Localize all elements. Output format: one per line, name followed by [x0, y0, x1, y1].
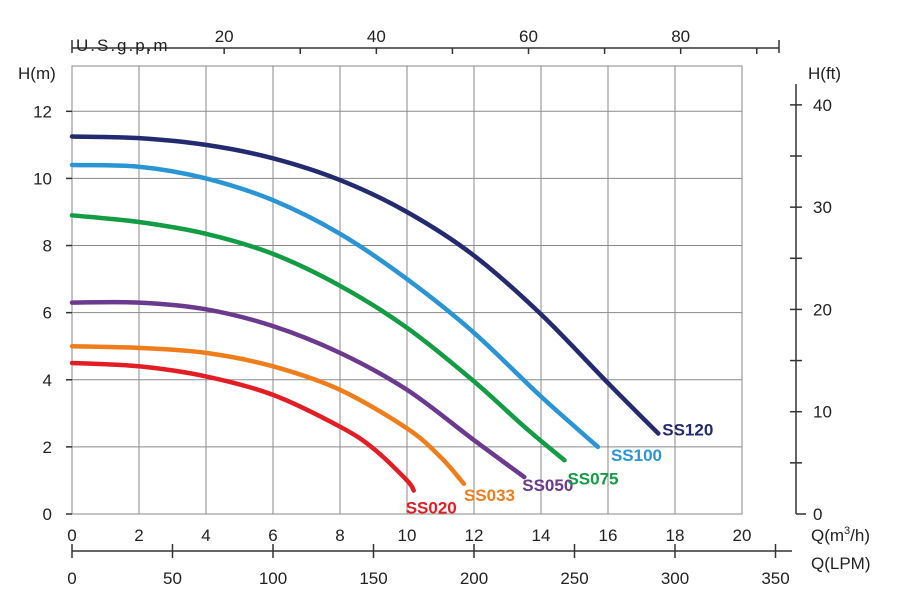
x-tick-label: 8	[335, 526, 344, 545]
y-tick-label: 12	[33, 102, 52, 121]
x-tick-label: 18	[666, 526, 685, 545]
x-tick-label: 12	[465, 526, 484, 545]
lpm-tick-label: 250	[560, 569, 588, 588]
curve-label-ss020: SS020	[406, 499, 457, 518]
lpm-tick-label: 150	[359, 569, 387, 588]
curve-ss075	[69, 213, 567, 463]
curve-label-ss120: SS120	[662, 420, 713, 439]
y-tick-label: 0	[43, 505, 52, 524]
lpm-axis-title: Q(LPM)	[811, 554, 871, 573]
x-tick-label: 16	[599, 526, 618, 545]
gpm-tick-label: 60	[519, 27, 538, 46]
y-tick-label: 10	[33, 169, 52, 188]
y2-axis-title: H(ft)	[808, 64, 841, 83]
gpm-tick-label: 40	[367, 27, 386, 46]
x-axis-title-sup: 3	[844, 525, 850, 537]
curve-label-ss050: SS050	[522, 476, 573, 495]
curve-ss050	[69, 299, 527, 480]
x-tick-label: 4	[201, 526, 210, 545]
x-tick-label: 6	[268, 526, 277, 545]
ft-tick-label: 40	[813, 96, 832, 115]
y-tick-label: 2	[43, 438, 52, 457]
x-axis-title-end: /h)	[850, 526, 870, 545]
y-axis-title: H(m)	[18, 64, 56, 83]
x-tick-label: 0	[67, 526, 76, 545]
lpm-tick-label: 0	[67, 569, 76, 588]
y-tick-label: 8	[43, 237, 52, 256]
lpm-tick-label: 350	[761, 569, 789, 588]
y-tick-label: 6	[43, 304, 52, 323]
x-tick-label: 2	[134, 526, 143, 545]
gpm-tick-label: 20	[215, 27, 234, 46]
curve-ss020	[69, 360, 416, 493]
x-tick-label: 14	[532, 526, 551, 545]
ft-tick-label: 30	[813, 198, 832, 217]
curve-ss120	[69, 134, 661, 436]
x-tick-label: 20	[733, 526, 752, 545]
ft-tick-label: 0	[813, 505, 822, 524]
curve-ss033	[69, 343, 467, 487]
curve-label-ss100: SS100	[611, 446, 662, 465]
x-tick-label: 10	[398, 526, 417, 545]
top-axis-title: U.S.g.p.m	[76, 36, 170, 55]
x-axis-title-main: Q(m	[811, 526, 844, 545]
curve-label-ss033: SS033	[464, 486, 515, 505]
curves	[69, 134, 661, 493]
lpm-tick-label: 300	[661, 569, 689, 588]
x-axis-title: Q(m3/h)	[811, 525, 870, 545]
curve-ss100	[69, 162, 601, 450]
lpm-tick-label: 100	[259, 569, 287, 588]
curve-label-ss075: SS075	[567, 469, 618, 488]
lpm-tick-label: 200	[460, 569, 488, 588]
grid	[71, 65, 743, 515]
ft-tick-label: 20	[813, 300, 832, 319]
y-tick-label: 4	[43, 371, 52, 390]
ft-tick-label: 10	[813, 403, 832, 422]
gpm-tick-label: 80	[671, 27, 690, 46]
lpm-tick-label: 50	[163, 569, 182, 588]
